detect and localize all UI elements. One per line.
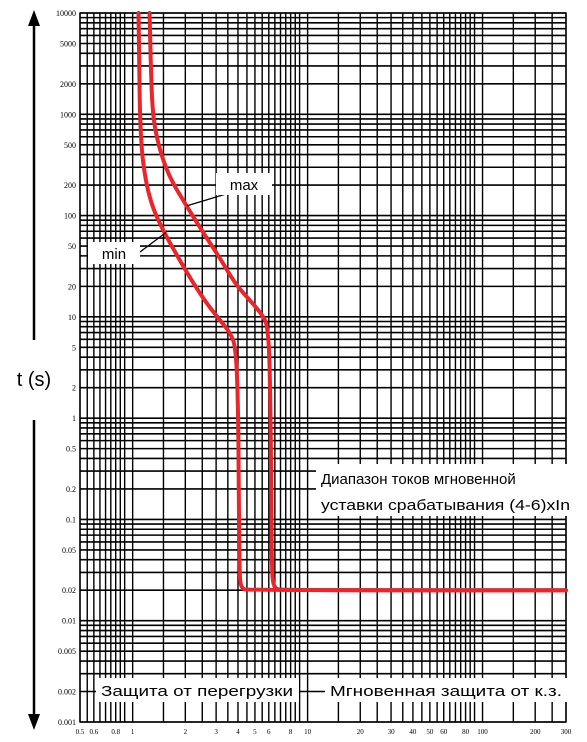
x-tick-label: 60 bbox=[440, 728, 448, 736]
y-axis-arrow bbox=[28, 10, 40, 730]
x-tick-label: 40 bbox=[409, 728, 417, 736]
x-tick-label: 30 bbox=[388, 728, 396, 736]
range-label-line2: уставки срабатывания (4-6)xIn bbox=[321, 497, 570, 514]
y-tick-label: 0.02 bbox=[62, 586, 76, 595]
y-tick-label: 0.5 bbox=[66, 445, 76, 454]
x-tick-label: 3 bbox=[214, 728, 218, 736]
x-tick-label: 200 bbox=[530, 728, 541, 736]
x-tick-label: 0.5 bbox=[76, 728, 85, 736]
y-tick-label: 0.1 bbox=[66, 515, 76, 524]
y-tick-label: 10000 bbox=[56, 9, 76, 18]
range-label-line1: Диапазон токов мгновенной bbox=[321, 471, 516, 488]
curve-min bbox=[136, 11, 568, 593]
x-tick-label: 2 bbox=[184, 728, 188, 736]
x-tick-label: 6 bbox=[267, 728, 271, 736]
x-tick-label: 4 bbox=[236, 728, 240, 736]
y-tick-label: 10 bbox=[68, 313, 76, 322]
instant-label: Мгновенная защита от к.з. bbox=[330, 683, 562, 700]
x-tick-label: 8 bbox=[289, 728, 293, 736]
y-tick-label: 2000 bbox=[60, 80, 76, 89]
max-leader bbox=[187, 193, 227, 207]
vertical-gridlines bbox=[79, 13, 567, 722]
x-tick-label: 20 bbox=[357, 728, 365, 736]
y-tick-label: 50 bbox=[68, 242, 76, 251]
y-tick-label: 20 bbox=[68, 282, 76, 291]
x-tick-labels: 0.5 0.6 0.8 1 2 3 4 5 6 8 10 20 30 40 50 60 80 100 200 300 bbox=[76, 728, 572, 736]
overload-label-bg bbox=[96, 678, 299, 702]
y-tick-label: 5000 bbox=[60, 39, 76, 48]
y-tick-label: 100 bbox=[64, 212, 76, 221]
y-tick-label: 0.01 bbox=[62, 617, 76, 626]
y-tick-label: 0.05 bbox=[62, 546, 76, 555]
y-tick-label: 1000 bbox=[60, 110, 76, 119]
y-tick-label: 1 bbox=[72, 414, 76, 423]
range-label-bg bbox=[316, 464, 573, 516]
y-tick-label: 0.005 bbox=[58, 647, 76, 656]
min-label: min bbox=[102, 246, 126, 263]
y-axis-title: t (s) bbox=[17, 369, 51, 391]
overload-label: Защита от перегрузки bbox=[101, 683, 293, 700]
y-tick-labels: 10000 5000 2000 1000 500 200 100 50 20 10 5 2 1 0.5 0.… bbox=[56, 9, 76, 727]
x-tick-label: 10 bbox=[304, 728, 312, 736]
y-tick-label: 5 bbox=[72, 343, 76, 352]
max-label-bg bbox=[216, 173, 272, 195]
x-tick-label: 1 bbox=[131, 728, 135, 736]
horizontal-gridlines bbox=[80, 12, 566, 723]
min-label-bg bbox=[88, 242, 140, 264]
min-leader bbox=[139, 232, 167, 253]
trip-curves bbox=[136, 11, 568, 593]
x-tick-label: 0.6 bbox=[89, 728, 98, 736]
curve-max bbox=[147, 11, 568, 593]
x-tick-label: 100 bbox=[477, 728, 488, 736]
x-tick-label: 50 bbox=[426, 728, 434, 736]
x-tick-label: 5 bbox=[253, 728, 257, 736]
y-tick-label: 0.001 bbox=[58, 718, 76, 727]
max-label: max bbox=[230, 177, 259, 194]
annotation-leaders bbox=[139, 193, 227, 253]
y-tick-label: 200 bbox=[64, 181, 76, 190]
y-tick-label: 0.2 bbox=[66, 485, 76, 494]
instant-label-bg bbox=[325, 678, 567, 702]
y-tick-label: 2 bbox=[72, 384, 76, 393]
x-tick-label: 0.8 bbox=[111, 728, 120, 736]
y-tick-label: 0.002 bbox=[58, 688, 76, 697]
x-tick-label: 300 bbox=[561, 728, 572, 736]
x-tick-label: 80 bbox=[462, 728, 470, 736]
plot-frame bbox=[79, 12, 567, 723]
y-tick-label: 500 bbox=[64, 141, 76, 150]
